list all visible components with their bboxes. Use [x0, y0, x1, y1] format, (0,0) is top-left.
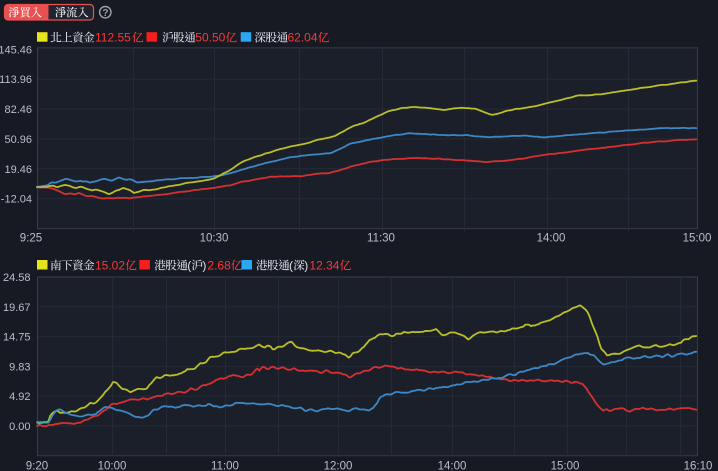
svg-text:50.96: 50.96 [4, 134, 32, 146]
svg-text:62.04: 62.04 [288, 31, 318, 45]
svg-text:10:00: 10:00 [98, 461, 127, 471]
svg-text:11:00: 11:00 [211, 461, 239, 471]
svg-text:113.96: 113.96 [0, 74, 32, 86]
svg-text:0.00: 0.00 [9, 421, 30, 433]
svg-text:11:30: 11:30 [367, 233, 395, 245]
svg-text:19.67: 19.67 [3, 302, 31, 314]
svg-text:14.75: 14.75 [3, 332, 31, 344]
svg-text:): ) [304, 258, 308, 272]
svg-text:16:10: 16:10 [684, 461, 713, 471]
svg-text:9:20: 9:20 [26, 461, 48, 471]
svg-text:?: ? [102, 8, 108, 19]
svg-text:): ) [202, 258, 206, 272]
svg-text:(: ( [187, 258, 191, 272]
svg-text:50.50: 50.50 [195, 31, 225, 45]
svg-text:15:00: 15:00 [551, 461, 580, 471]
svg-text:10:30: 10:30 [200, 233, 229, 245]
svg-text:15:00: 15:00 [683, 233, 712, 245]
svg-text:-12.04: -12.04 [1, 194, 32, 206]
svg-text:12.34: 12.34 [309, 258, 339, 272]
svg-text:24.58: 24.58 [3, 272, 31, 284]
svg-text:12:00: 12:00 [324, 461, 353, 471]
svg-text:145.46: 145.46 [0, 44, 32, 56]
svg-text:9:25: 9:25 [20, 233, 42, 245]
svg-text:9.83: 9.83 [9, 361, 30, 373]
svg-text:15.02: 15.02 [95, 258, 125, 272]
svg-text:4.92: 4.92 [9, 391, 30, 403]
svg-text:82.46: 82.46 [4, 104, 32, 116]
svg-text:112.55: 112.55 [95, 31, 131, 45]
svg-text:2.68: 2.68 [207, 258, 231, 272]
svg-text:14:00: 14:00 [438, 461, 467, 471]
svg-text:(: ( [289, 258, 293, 272]
svg-text:19.46: 19.46 [4, 164, 32, 176]
svg-text:14:00: 14:00 [537, 233, 566, 245]
